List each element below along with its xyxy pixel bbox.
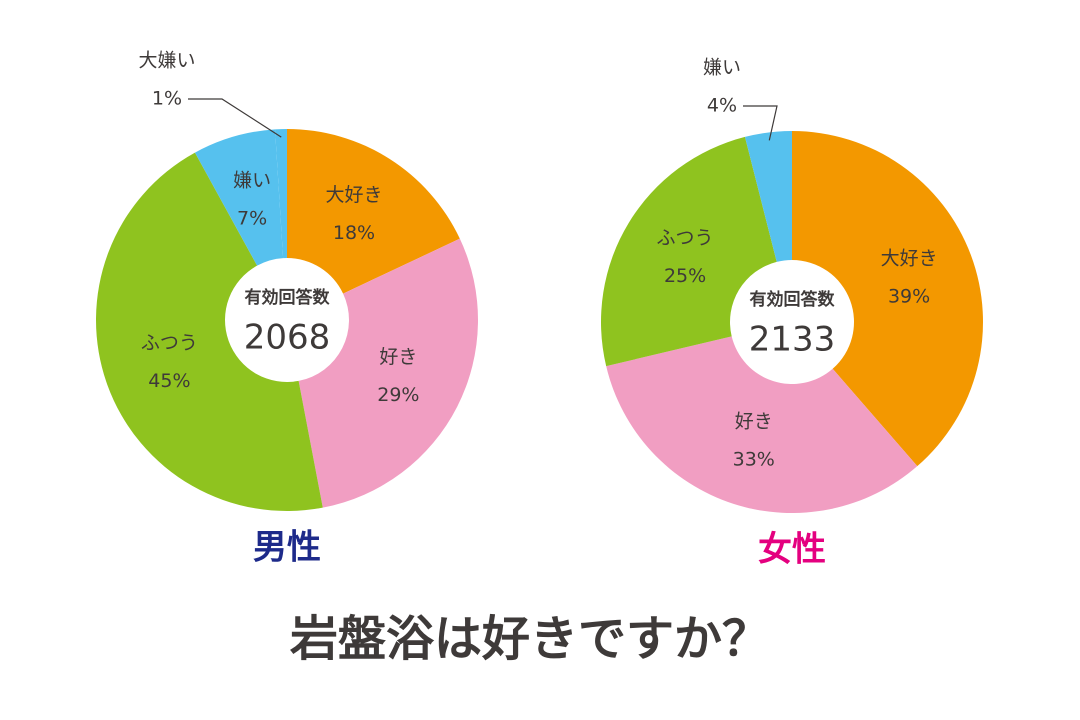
main-title: 岩盤浴は好きですか？ — [289, 611, 770, 667]
value-label: 33% — [733, 449, 775, 471]
slice-label: ふつう — [141, 332, 198, 354]
slice-label: 好き — [735, 411, 773, 433]
slice — [275, 129, 287, 259]
slice — [744, 131, 792, 262]
chart-title: 女性 — [758, 530, 826, 570]
slice — [606, 336, 918, 513]
slice-label: 嫌い — [233, 169, 271, 191]
leader-line — [743, 105, 778, 141]
slice-label: ふつう — [657, 227, 714, 249]
value-label: 25% — [664, 265, 706, 287]
value-label: 1% — [152, 88, 182, 110]
total-label: 有効回答数 — [245, 287, 331, 308]
slice-label: 好き — [379, 346, 417, 368]
value-label: 39% — [888, 286, 930, 308]
value-label: 45% — [148, 370, 190, 392]
slice — [287, 129, 460, 294]
slice-label: 嫌い — [703, 57, 741, 79]
slice-label: 大嫌い — [138, 50, 195, 72]
value-label: 29% — [377, 384, 419, 406]
slice — [600, 136, 777, 367]
slice — [194, 129, 284, 266]
total: 2068 — [244, 318, 331, 358]
chart-title: 男性 — [253, 528, 321, 568]
total: 2133 — [749, 320, 836, 360]
value-label: 18% — [333, 222, 375, 244]
slice-label: 大好き — [325, 184, 382, 206]
leader-line — [188, 98, 282, 138]
value-label: 7% — [237, 207, 267, 229]
slice — [96, 152, 323, 511]
slice — [298, 238, 478, 508]
value-label: 4% — [707, 95, 737, 117]
slice-label: 大好き — [881, 248, 938, 270]
total-label: 有効回答数 — [750, 289, 836, 310]
slice — [792, 131, 983, 467]
